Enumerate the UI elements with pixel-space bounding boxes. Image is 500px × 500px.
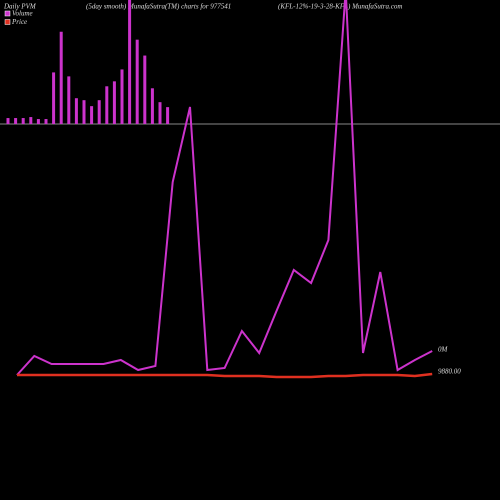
volume-bar [112, 81, 116, 124]
y-tick-label: 0M [438, 346, 449, 354]
volume-bar [82, 100, 86, 124]
legend-swatch [4, 19, 11, 25]
volume-bar [59, 31, 63, 124]
legend-label: Volume [12, 10, 33, 18]
chart-source: (KFL-12%-19-3-28-KFL) MunafaSutra.com [278, 3, 402, 11]
volume-bar [90, 106, 94, 124]
legend-swatch [4, 10, 11, 17]
volume-bar [36, 119, 40, 124]
volume-bar [128, 0, 132, 124]
volume-bar [105, 86, 109, 124]
volume-bar [6, 118, 10, 124]
series-line [17, 372, 433, 379]
volume-bar [14, 118, 18, 124]
volume-bar [21, 118, 25, 124]
volume-bar [29, 117, 33, 124]
volume-bar [52, 72, 56, 124]
volume-bar [44, 119, 48, 124]
volume-bar [120, 69, 124, 124]
volume-bar [67, 76, 71, 124]
volume-bar [150, 88, 154, 124]
series-line [16, 0, 433, 376]
volume-bar [135, 39, 139, 124]
volume-bar [143, 55, 147, 124]
volume-bar [74, 98, 78, 124]
volume-bar [158, 102, 162, 124]
chart-title: Daily PVM [3, 3, 37, 11]
volume-bar [97, 100, 101, 124]
legend-label: Price [11, 18, 27, 26]
volume-bar [166, 107, 170, 124]
y2-tick-label: 9880.00 [438, 368, 461, 376]
chart-subtitle: (5day smooth) MunafaSutra(TM) charts for… [86, 3, 231, 11]
